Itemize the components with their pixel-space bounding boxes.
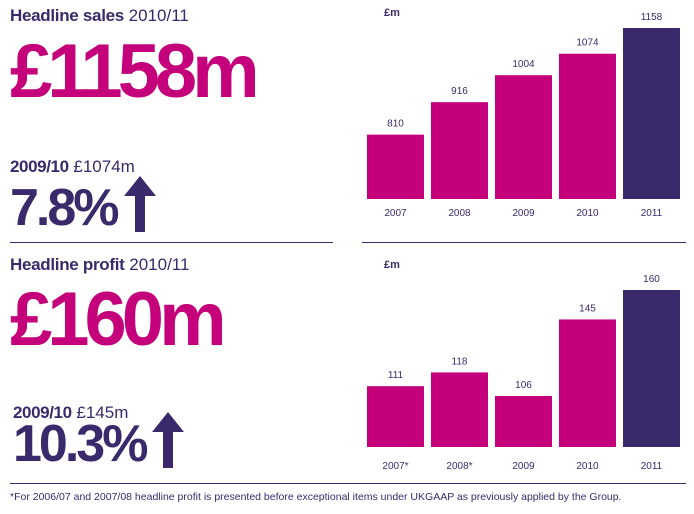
sales-chart-container: £m 810 2007 916 2008 1004 2009 1074 2010 1158 2011 — [362, 0, 686, 236]
profit-kpi: Headline profit 2010/11 — [10, 255, 189, 275]
sales-bar-2009 — [495, 75, 552, 199]
profit-category-label: 2007* — [382, 461, 408, 472]
profit-data-label: 145 — [579, 303, 596, 314]
profit-bar-2011 — [623, 290, 680, 447]
footnote: *For 2006/07 and 2007/08 headline profit… — [10, 491, 622, 503]
sales-prev-row: 2009/10 £1074m — [10, 157, 135, 177]
profit-bar-2009 — [495, 395, 552, 447]
sales-divider-left — [10, 242, 333, 243]
sales-big-value: £1158m — [10, 29, 260, 114]
profit-chart-container: £m 111 2007* 118 2008* 106 2009 145 2010 160 2011 — [362, 248, 686, 480]
profit-bar-2007 — [367, 386, 424, 447]
profit-data-label: 106 — [515, 380, 532, 391]
profit-prev-label: 2009/10 — [13, 403, 72, 422]
sales-prev-value: £1074m — [73, 157, 135, 176]
profit-bar-2008 — [431, 372, 488, 447]
sales-category-label: 2011 — [641, 208, 663, 219]
profit-chart-unit-label: £m — [384, 259, 400, 271]
profit-growth: 10.3% — [13, 415, 148, 473]
profit-category-label: 2010 — [576, 461, 599, 472]
profit-data-label: 160 — [643, 274, 660, 285]
sales-bar-chart: £m 810 2007 916 2008 1004 2009 1074 2010 1158 2011 — [367, 7, 680, 219]
sales-category-label: 2007 — [384, 208, 407, 219]
sales-category-label: 2009 — [512, 208, 535, 219]
sales-bar-2011 — [623, 28, 680, 199]
profit-title-row: Headline profit 2010/11 — [10, 255, 189, 275]
profit-bar-chart: £m 111 2007* 118 2008* 106 2009 145 2010 160 2011 — [367, 259, 680, 472]
profit-growth-row: 10.3% — [13, 410, 185, 470]
sales-data-label: 1074 — [576, 38, 599, 49]
sales-data-label: 810 — [387, 119, 404, 130]
profit-prev-row: 2009/10 £145m — [13, 403, 128, 423]
sales-data-label: 1158 — [641, 12, 663, 23]
sales-category-label: 2010 — [576, 208, 599, 219]
up-arrow-icon — [152, 412, 185, 468]
sales-data-label: 916 — [451, 86, 468, 97]
sales-bar-2007 — [367, 134, 424, 199]
sales-growth-row: 7.8% — [10, 174, 157, 234]
sales-category-label: 2008 — [448, 208, 471, 219]
sales-kpi: Headline sales 2010/11 — [10, 6, 189, 26]
up-arrow-icon — [123, 176, 156, 232]
sales-title: Headline sales — [10, 6, 124, 25]
sales-period: 2010/11 — [128, 6, 189, 25]
profit-prev-value: £145m — [76, 403, 129, 422]
sales-bar-2008 — [431, 102, 488, 199]
sales-prev-label: 2009/10 — [10, 157, 69, 176]
sales-chart-unit-label: £m — [384, 7, 400, 19]
sales-growth: 7.8% — [10, 179, 120, 237]
profit-category-label: 2009 — [512, 461, 535, 472]
sales-title-row: Headline sales 2010/11 — [10, 6, 189, 26]
profit-category-label: 2008* — [446, 461, 472, 472]
profit-category-label: 2011 — [641, 461, 663, 472]
footer-divider — [10, 483, 686, 484]
sales-data-label: 1004 — [512, 59, 535, 70]
profit-data-label: 111 — [388, 370, 404, 381]
profit-title: Headline profit — [10, 255, 125, 274]
profit-bar-2010 — [559, 319, 616, 447]
profit-period: 2010/11 — [129, 255, 190, 274]
sales-divider-right — [362, 242, 686, 243]
sales-bar-2010 — [559, 53, 616, 199]
profit-big-value: £160m — [10, 277, 227, 362]
profit-data-label: 118 — [452, 356, 468, 367]
